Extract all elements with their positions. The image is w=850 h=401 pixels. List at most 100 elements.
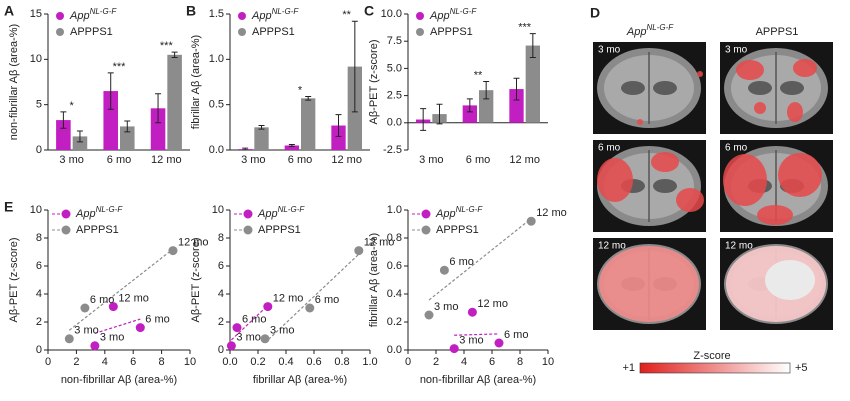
y-tick-label: 4 — [36, 288, 42, 300]
bar — [150, 108, 166, 150]
legend-superscript: NL-G-F — [278, 205, 306, 214]
y-tick-label: 2 — [218, 316, 224, 328]
trend-line — [94, 318, 141, 334]
significance: *** — [160, 40, 174, 52]
error-bar — [155, 93, 162, 124]
legend-marker — [56, 12, 64, 20]
legend-label: AppNL-G-F — [251, 7, 299, 22]
point-label: 6 mo — [504, 329, 528, 341]
error-bar — [171, 51, 178, 59]
legend-marker — [416, 12, 424, 20]
legend-label: APPPS1 — [70, 26, 113, 38]
row-label: 12 mo — [725, 241, 753, 252]
significance: *** — [518, 21, 532, 33]
y-tick-label: 0 — [36, 344, 42, 356]
y-axis-label: Aβ-PET (z-score) — [8, 238, 20, 323]
x-axis-label: fibrillar Aβ (area-%) — [253, 374, 347, 386]
point — [232, 323, 242, 333]
x-tick-label: 6 — [489, 356, 495, 368]
x-tick-label: 12 mo — [331, 154, 362, 166]
y-tick-label: 8 — [218, 232, 224, 244]
x-tick-label: 3 mo — [59, 154, 83, 166]
column-superscript: NL-G-F — [646, 23, 674, 32]
x-tick-label: 8 — [159, 356, 165, 368]
row-label: 12 mo — [598, 241, 626, 252]
y-tick-label: 0.5 — [209, 99, 224, 111]
panel-label: E — [4, 199, 13, 215]
y-tick-label: 4 — [218, 288, 224, 300]
point — [263, 302, 273, 312]
y-tick-label: 0.0 — [387, 117, 402, 129]
y-tick-label: 10 — [30, 204, 42, 216]
point — [64, 334, 74, 344]
legend-name: App — [257, 208, 278, 220]
legend-label: AppNL-G-F — [429, 7, 477, 22]
legend-superscript: NL-G-F — [456, 205, 484, 214]
row-label: 3 mo — [725, 45, 748, 56]
significance: * — [298, 84, 303, 96]
column-name: App — [626, 26, 647, 38]
x-tick-label: 2 — [73, 356, 79, 368]
bar — [284, 145, 299, 150]
legend-superscript: NL-G-F — [90, 7, 118, 16]
legend-name: App — [75, 208, 96, 220]
x-tick-label: 12 mo — [509, 154, 540, 166]
colorbar-title: Z-score — [693, 350, 730, 362]
y-tick-label: 5.0 — [387, 62, 402, 74]
error-bar — [124, 120, 131, 133]
point-label: 3 mo — [74, 325, 98, 337]
point — [135, 323, 145, 333]
legend-name: App — [69, 10, 90, 22]
error-bar — [436, 103, 443, 125]
error-bar — [258, 125, 265, 130]
bar — [103, 91, 118, 150]
point — [424, 310, 434, 320]
y-tick-label: 0.6 — [387, 260, 402, 272]
point — [108, 302, 118, 312]
x-tick-label: 8 — [517, 356, 523, 368]
y-axis-label: non-fibrillar Aβ (area-%) — [8, 24, 20, 140]
x-tick-label: 0 — [405, 356, 411, 368]
legend-name: APPPS1 — [258, 224, 301, 236]
error-bar — [513, 77, 520, 101]
point-label: 6 mo — [90, 294, 114, 306]
y-tick-label: -2.5 — [383, 144, 402, 156]
x-tick-label: 4 — [461, 356, 467, 368]
x-tick-label: 0 — [45, 356, 51, 368]
trend-line — [428, 218, 532, 301]
point — [90, 341, 100, 351]
y-tick-label: 0.4 — [387, 288, 402, 300]
x-tick-label: 10 — [542, 356, 554, 368]
significance: *** — [113, 61, 127, 73]
x-tick-label: 6 mo — [107, 154, 131, 166]
legend-name: App — [429, 10, 450, 22]
bar — [462, 105, 477, 123]
legend-superscript: NL-G-F — [450, 7, 478, 16]
legend-label: AppNL-G-F — [75, 205, 123, 220]
legend-name: APPPS1 — [436, 224, 479, 236]
bar — [56, 120, 71, 150]
y-axis-label: Aβ-PET (z-score) — [368, 40, 380, 125]
bar — [525, 45, 540, 123]
panel-label: D — [590, 5, 600, 21]
point-label: 12 mo — [273, 293, 304, 305]
legend-name: App — [435, 208, 456, 220]
panel-label: B — [186, 3, 196, 19]
bar — [120, 126, 135, 150]
bar — [479, 90, 494, 123]
legend-label: AppNL-G-F — [257, 205, 305, 220]
point — [226, 341, 236, 351]
y-tick-label: 6 — [218, 260, 224, 272]
legend-name: APPPS1 — [430, 26, 473, 38]
x-axis-label: non-fibrillar Aβ (area-%) — [420, 374, 536, 386]
point — [439, 265, 449, 275]
error-bar — [107, 72, 114, 110]
legend-superscript: NL-G-F — [96, 205, 124, 214]
legend-marker — [238, 28, 246, 36]
point-label: 6 mo — [449, 256, 473, 268]
trend-line — [68, 248, 174, 331]
x-axis-label: non-fibrillar Aβ (area-%) — [61, 374, 177, 386]
x-tick-label: 6 mo — [288, 154, 312, 166]
legend-label: APPPS1 — [76, 224, 119, 236]
